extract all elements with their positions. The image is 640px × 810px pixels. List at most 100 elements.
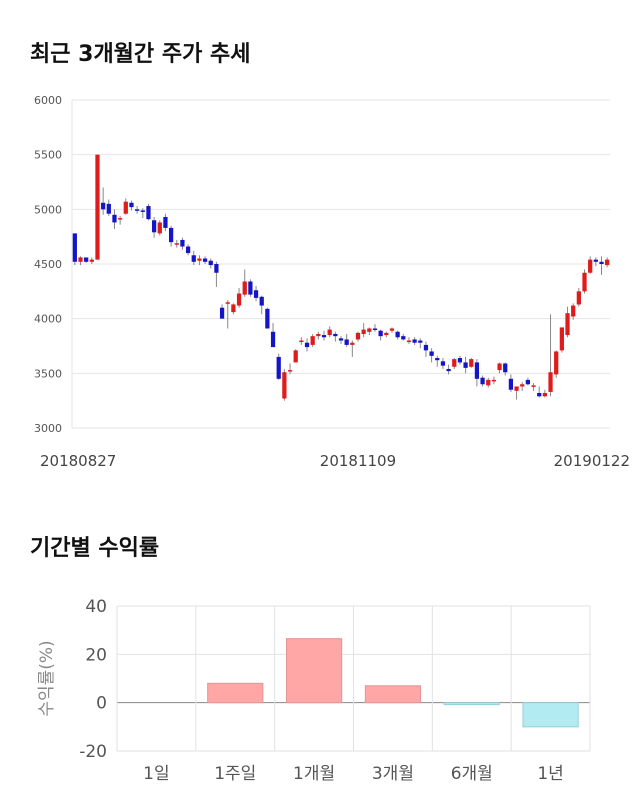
y-tick-label: 40 xyxy=(85,597,107,617)
x-tick-label: 3개월 xyxy=(372,764,414,784)
x-tick-label: 20180827 xyxy=(40,452,116,470)
y-tick-label: -20 xyxy=(79,742,107,762)
candle-body xyxy=(486,379,491,386)
candle-body xyxy=(72,233,77,262)
y-tick-label: 4000 xyxy=(34,313,62,326)
candle-body xyxy=(168,227,174,243)
candle-body xyxy=(242,281,247,295)
candle-body xyxy=(576,291,581,305)
candle-body xyxy=(605,259,610,266)
candle-body xyxy=(542,393,547,397)
candle-body xyxy=(191,255,196,262)
x-tick-label: 20181109 xyxy=(320,452,396,470)
candle-body xyxy=(565,313,570,336)
candle-body xyxy=(253,290,259,298)
candle-body xyxy=(554,351,559,375)
candle-body xyxy=(508,378,514,390)
return-bar xyxy=(285,638,343,704)
return-bar xyxy=(443,702,500,706)
candle-body xyxy=(537,393,542,397)
candle-body xyxy=(372,328,378,331)
candle-body xyxy=(197,258,202,261)
candle-body xyxy=(151,220,157,233)
candle-body xyxy=(525,379,531,385)
candle-body xyxy=(457,358,463,363)
candle-body xyxy=(163,216,168,228)
candle-body xyxy=(270,331,276,348)
y-tick-label: 6000 xyxy=(34,94,62,107)
candle-body xyxy=(412,339,417,343)
candle-body xyxy=(440,361,446,366)
y-tick-label: 5500 xyxy=(34,149,62,162)
candle-body xyxy=(344,339,349,345)
candle-body xyxy=(185,246,191,254)
candle-body xyxy=(265,308,270,329)
x-tick-label: 6개월 xyxy=(451,764,493,784)
candle-body xyxy=(571,305,576,317)
candle-body xyxy=(225,302,230,304)
candle-body xyxy=(231,304,236,313)
candle-body xyxy=(384,332,389,336)
y-tick-label: 0 xyxy=(96,694,107,714)
candle-body xyxy=(304,342,310,348)
candle-body xyxy=(361,329,366,334)
candle-body xyxy=(503,363,508,373)
candle-body xyxy=(497,363,502,371)
candle-body xyxy=(135,209,140,211)
candle-body xyxy=(406,340,412,343)
candle-body xyxy=(520,384,525,387)
candle-body xyxy=(599,261,604,264)
candle-body xyxy=(123,201,128,214)
candle-body xyxy=(423,344,429,351)
candle-body xyxy=(435,358,440,361)
candle-body xyxy=(327,329,332,336)
candle-body xyxy=(174,243,179,245)
candle-body xyxy=(548,372,553,392)
candle-body xyxy=(452,359,457,367)
candle-body xyxy=(491,379,497,382)
candle-body xyxy=(474,362,480,379)
candle-body xyxy=(418,340,423,343)
x-tick-label: 20190122 xyxy=(554,452,630,470)
candle-body xyxy=(89,259,94,262)
candle-body xyxy=(378,330,383,337)
candle-body xyxy=(480,377,485,385)
candle-body xyxy=(367,328,372,332)
y-tick-label: 3500 xyxy=(34,367,62,380)
candle-body xyxy=(429,351,434,356)
y-tick-label: 3000 xyxy=(34,422,62,435)
candle-body xyxy=(118,218,123,220)
y-tick-label: 20 xyxy=(85,645,107,665)
candle-body xyxy=(401,336,406,340)
period-return-title: 기간별 수익률 xyxy=(30,536,160,561)
candle-body xyxy=(129,202,134,208)
candle-body xyxy=(395,331,400,338)
candle-body xyxy=(321,335,327,338)
candle-body xyxy=(299,340,304,343)
candle-body xyxy=(112,214,117,223)
candle-body xyxy=(101,202,106,210)
candle-body xyxy=(338,338,344,341)
price-trend-title: 최근 3개월간 주가 추세 xyxy=(30,42,251,67)
candle-body xyxy=(282,372,287,399)
candle-body xyxy=(333,333,338,337)
candle-body xyxy=(219,307,225,319)
candle-body xyxy=(180,239,185,247)
candle-body xyxy=(389,328,395,331)
candle-body xyxy=(469,359,474,367)
candle-body xyxy=(236,293,242,306)
candlestick-chart: 3000 3500 4000 4500 5000 5500 6000 20180827 2018… xyxy=(34,94,630,470)
candle-body xyxy=(559,327,564,351)
candle-body xyxy=(582,272,587,292)
x-tick-label: 1주일 xyxy=(214,764,256,784)
candle-body xyxy=(276,356,281,379)
candle-body xyxy=(106,203,111,214)
x-tick-label: 1년 xyxy=(537,764,563,784)
candle-body xyxy=(593,259,598,262)
return-bar xyxy=(522,702,579,728)
candle-body xyxy=(446,368,451,372)
candle-body xyxy=(208,260,213,266)
candle-body xyxy=(350,342,355,345)
candle-body xyxy=(146,206,151,220)
candle-body xyxy=(310,336,315,345)
